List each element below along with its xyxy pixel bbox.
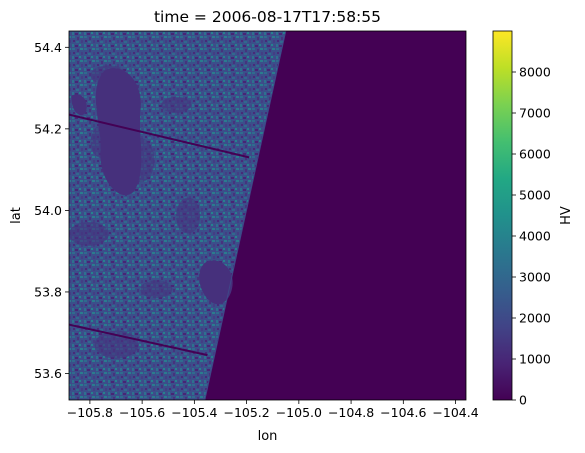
lake: [199, 260, 233, 305]
colorbar-tick-label: 0: [519, 393, 527, 408]
colorbar-tick-label: 7000: [519, 106, 551, 121]
data-gap-stripe: [69, 113, 250, 159]
x-tick-label: −105.4: [171, 405, 217, 420]
terrain-patch: [69, 221, 109, 246]
colorbar-tick-label: 2000: [519, 311, 551, 326]
chart-title: time = 2006-08-17T17:58:55: [154, 8, 381, 26]
colorbar: [492, 30, 513, 401]
lake-shape: [71, 94, 87, 116]
axes-frame: [68, 30, 467, 401]
colorbar-tick-label: 6000: [519, 147, 551, 162]
y-tick-label: 53.8: [34, 284, 62, 299]
colorbar-tick-label: 5000: [519, 188, 551, 203]
colorbar-tick-label: 1000: [519, 352, 551, 367]
lake-shape: [199, 260, 233, 305]
x-tick-label: −105.8: [67, 405, 113, 420]
colorbar-tick-label: 8000: [519, 65, 551, 80]
y-tick-label: 54.4: [34, 40, 62, 55]
terrain-patch: [140, 280, 173, 299]
colorbar-tick-label: 4000: [519, 229, 551, 244]
terrain-patch: [176, 197, 201, 234]
x-axis-label: lon: [258, 429, 278, 444]
plot-area: [69, 31, 466, 400]
colorbar-label: HV: [559, 206, 574, 225]
y-tick-label: 54.2: [34, 121, 62, 136]
x-tick-label: −105.2: [223, 405, 269, 420]
x-tick-label: −104.8: [328, 405, 374, 420]
y-tick-label: 54.0: [34, 203, 62, 218]
y-axis-label: lat: [9, 207, 24, 224]
lake: [71, 68, 142, 196]
swath-edge: [204, 31, 287, 400]
x-tick-label: −104.6: [380, 405, 426, 420]
y-axis: 53.6 53.8 54.0 54.2 54.4: [34, 40, 69, 381]
lake-shape: [95, 68, 142, 196]
terrain-patch: [161, 96, 192, 113]
data-gap-stripe: [69, 323, 208, 357]
y-tick-label: 53.6: [34, 366, 62, 381]
x-tick-label: −104.4: [432, 405, 478, 420]
colorbar-axis: 0 1000 2000 3000 4000 5000 6000 7000 8000: [512, 65, 551, 408]
x-tick-label: −105.6: [119, 405, 165, 420]
x-tick-label: −105.0: [276, 405, 322, 420]
colorbar-tick-label: 3000: [519, 270, 551, 285]
x-axis: −105.8 −105.6 −105.4 −105.2 −105.0 −104.8 −104…: [67, 400, 479, 420]
